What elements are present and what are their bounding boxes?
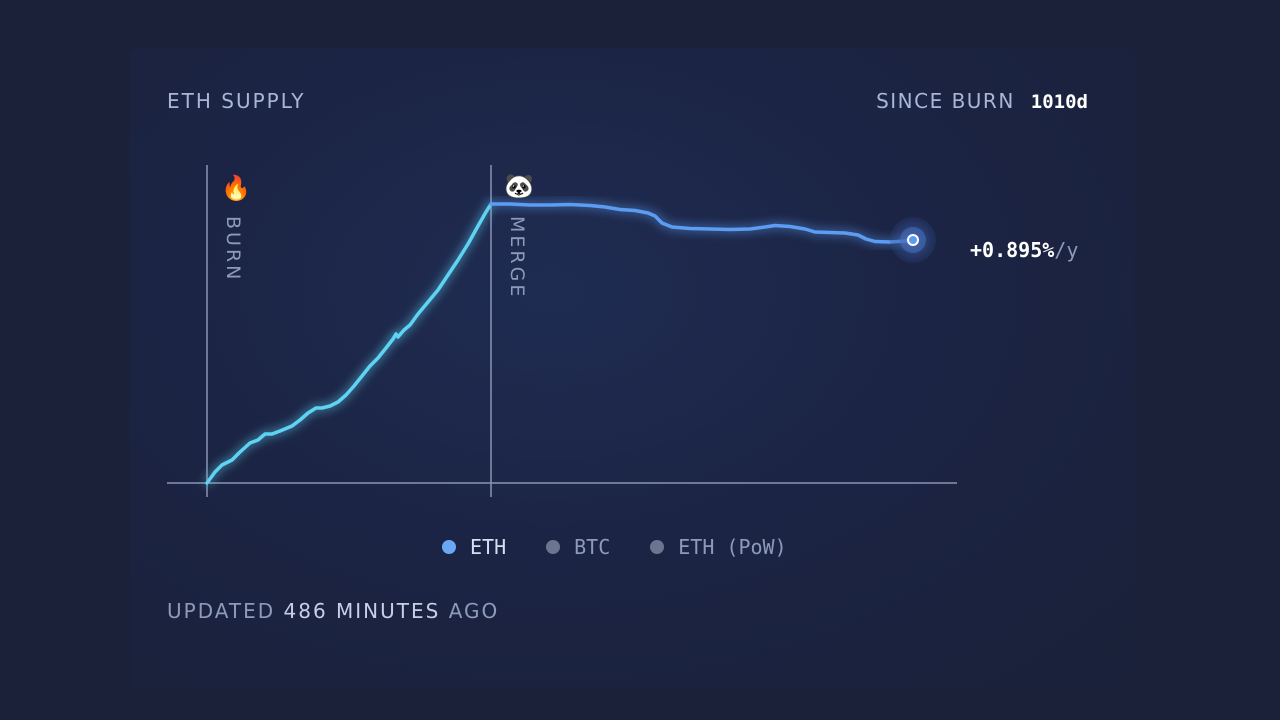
legend-item-btc[interactable]: BTC	[546, 535, 610, 559]
legend-label-eth: ETH	[470, 535, 507, 559]
eth-supply-line-pre-merge	[205, 202, 493, 485]
chart-panel	[130, 48, 1135, 688]
supply-growth-rate: +0.895%/y	[970, 238, 1078, 262]
since-burn-value: 1010d	[1030, 91, 1088, 113]
rate-value: +0.895%	[970, 238, 1055, 262]
chart-title: ETH SUPPLY	[167, 89, 306, 113]
panda-icon: 🐼	[504, 172, 534, 200]
legend-item-eth[interactable]: ETH	[442, 535, 506, 559]
updated-suffix: AGO	[448, 599, 500, 623]
legend-dot-eth-pow-icon	[650, 540, 665, 554]
updated-value: 486 MINUTES	[283, 599, 441, 623]
rate-unit: /y	[1054, 238, 1079, 262]
legend-item-eth-pow[interactable]: ETH (PoW)	[650, 535, 787, 559]
legend-label-btc: BTC	[574, 535, 611, 559]
updated-status: UPDATED 486 MINUTES AGO	[167, 599, 499, 623]
fire-icon: 🔥	[221, 174, 251, 202]
updated-prefix: UPDATED	[167, 599, 276, 623]
legend-label-eth-pow: ETH (PoW)	[678, 535, 787, 559]
since-burn: SINCE BURN 1010d	[876, 89, 1088, 113]
eth-supply-line-post-merge	[489, 202, 915, 244]
merge-label: MERGE	[506, 216, 528, 300]
since-burn-label: SINCE BURN	[876, 89, 1015, 113]
legend-dot-eth-icon	[442, 540, 456, 554]
legend-dot-btc-icon	[546, 540, 561, 554]
chart-legend: ETH BTC ETH (PoW)	[442, 535, 787, 559]
endpoint-dot	[907, 234, 919, 246]
burn-label: BURN	[222, 216, 244, 283]
